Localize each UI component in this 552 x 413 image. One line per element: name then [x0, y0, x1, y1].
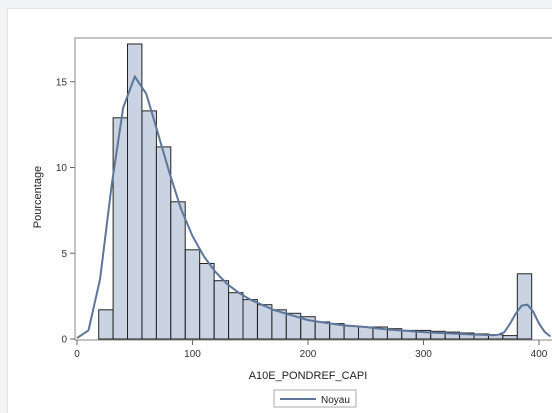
y-axis-label: Pourcentage	[32, 166, 44, 228]
x-tick-label: 400	[531, 349, 548, 360]
histogram-bar	[98, 309, 114, 340]
y-tick-label: 15	[56, 77, 68, 88]
histogram-chart: 0 100 200 300 400 0 5 10 15 A10E_PONDREF_CAPI P…	[32, 37, 552, 408]
plot-frame	[74, 37, 552, 341]
histogram-bars	[98, 43, 533, 340]
legend: Noyau	[273, 389, 357, 408]
x-tick-label: 100	[184, 349, 201, 360]
histogram-bar	[242, 299, 258, 340]
histogram-bar	[257, 304, 273, 340]
x-tick-label: 300	[415, 349, 432, 360]
x-axis-ticks: 0 100 200 300 400	[74, 340, 548, 360]
histogram-bar	[516, 273, 533, 340]
histogram-bar	[314, 321, 331, 340]
histogram-bar	[199, 263, 215, 340]
histogram-bar	[358, 326, 374, 340]
y-tick-label: 10	[56, 163, 68, 174]
x-axis-label: A10E_PONDREF_CAPI	[249, 370, 368, 382]
histogram-bar	[184, 249, 201, 340]
x-tick-label: 200	[300, 349, 317, 360]
y-tick-label: 5	[61, 249, 67, 260]
histogram-bar	[343, 325, 360, 340]
x-tick-label: 0	[74, 349, 80, 360]
y-axis-ticks: 0 5 10 15	[56, 77, 75, 346]
kernel-density-line	[76, 74, 552, 339]
chart-panel: 0 100 200 300 400 0 5 10 15 A10E_PONDREF_CAPI P…	[7, 8, 552, 413]
histogram-bar	[502, 335, 518, 340]
histogram-bar	[141, 110, 157, 340]
histogram-bar	[271, 309, 287, 340]
histogram-bar	[213, 280, 230, 340]
histogram-bar	[112, 117, 128, 340]
histogram-bar	[170, 201, 186, 340]
histogram-bar	[155, 146, 172, 340]
y-tick-label: 0	[61, 335, 67, 346]
legend-label-noyau: Noyau	[321, 395, 350, 406]
histogram-bar	[228, 292, 244, 340]
